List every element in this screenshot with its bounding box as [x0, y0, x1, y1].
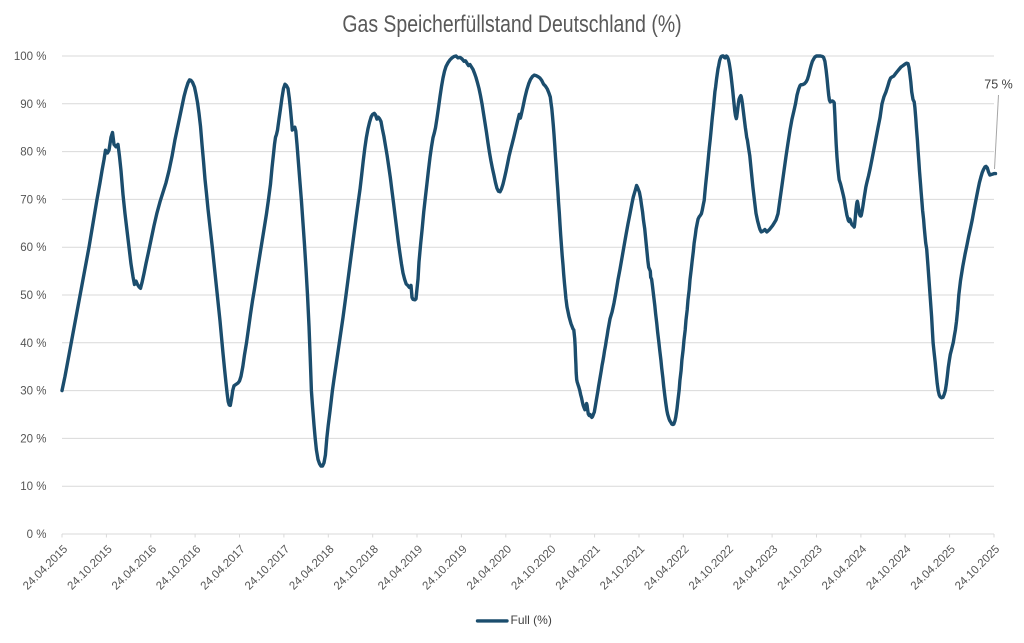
svg-text:0 %: 0 %	[27, 529, 47, 541]
svg-text:Gas Speicherfüllstand Deutschl: Gas Speicherfüllstand Deutschland (%)	[342, 10, 681, 38]
svg-text:100 %: 100 %	[14, 51, 47, 63]
svg-text:75 %: 75 %	[984, 78, 1013, 92]
svg-text:60 %: 60 %	[20, 242, 46, 254]
svg-text:Full (%): Full (%)	[511, 613, 552, 627]
svg-text:70 %: 70 %	[20, 194, 46, 206]
svg-text:20 %: 20 %	[20, 433, 46, 445]
svg-text:50 %: 50 %	[20, 290, 46, 302]
svg-text:30 %: 30 %	[20, 386, 46, 398]
svg-text:40 %: 40 %	[20, 338, 46, 350]
svg-text:80 %: 80 %	[20, 147, 46, 159]
svg-text:10 %: 10 %	[20, 481, 46, 493]
svg-text:90 %: 90 %	[20, 99, 46, 111]
